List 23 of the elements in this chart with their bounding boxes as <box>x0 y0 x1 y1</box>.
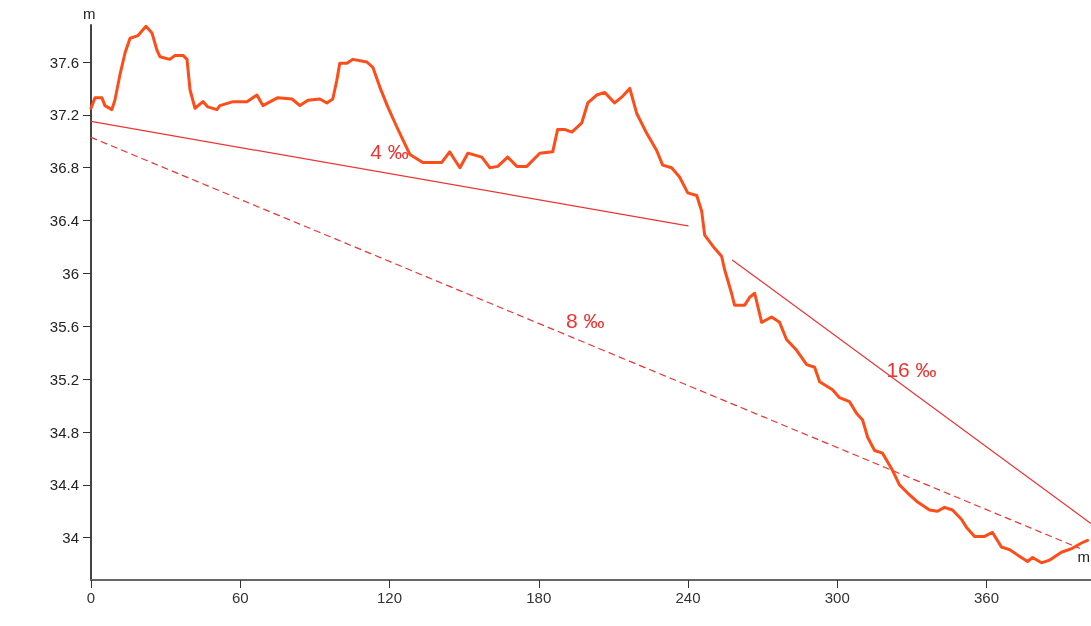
y-tick-label: 34.8 <box>49 423 79 441</box>
y-axis-title: m <box>83 5 96 22</box>
x-tick-label: 300 <box>824 589 850 606</box>
y-tick-label: 34 <box>62 529 79 547</box>
y-tick-label: 36.8 <box>49 159 79 177</box>
y-tick-label: 34.4 <box>49 476 79 494</box>
x-tick-label: 60 <box>231 589 249 606</box>
x-tick-label: 360 <box>974 589 1000 606</box>
series-label: 16 ‰ <box>886 358 937 382</box>
series-label: 4 ‰ <box>370 140 409 164</box>
x-axis-title: m <box>1077 548 1090 565</box>
x-tick-label: 120 <box>376 589 403 606</box>
y-tick-label: 36.4 <box>49 212 79 230</box>
line-series <box>89 24 1090 565</box>
x-tick-label: 240 <box>675 589 701 606</box>
y-tick-label: 35.6 <box>49 317 79 335</box>
y-tick-label: 37.6 <box>49 53 79 71</box>
y-tick-label: 37.2 <box>49 106 79 124</box>
x-tick-label: 0 <box>86 589 96 606</box>
y-tick-label: 36 <box>62 264 79 282</box>
x-tick-label: 180 <box>526 589 552 606</box>
series-label: 8 ‰ <box>566 309 605 333</box>
y-tick-label: 35.2 <box>49 370 79 388</box>
